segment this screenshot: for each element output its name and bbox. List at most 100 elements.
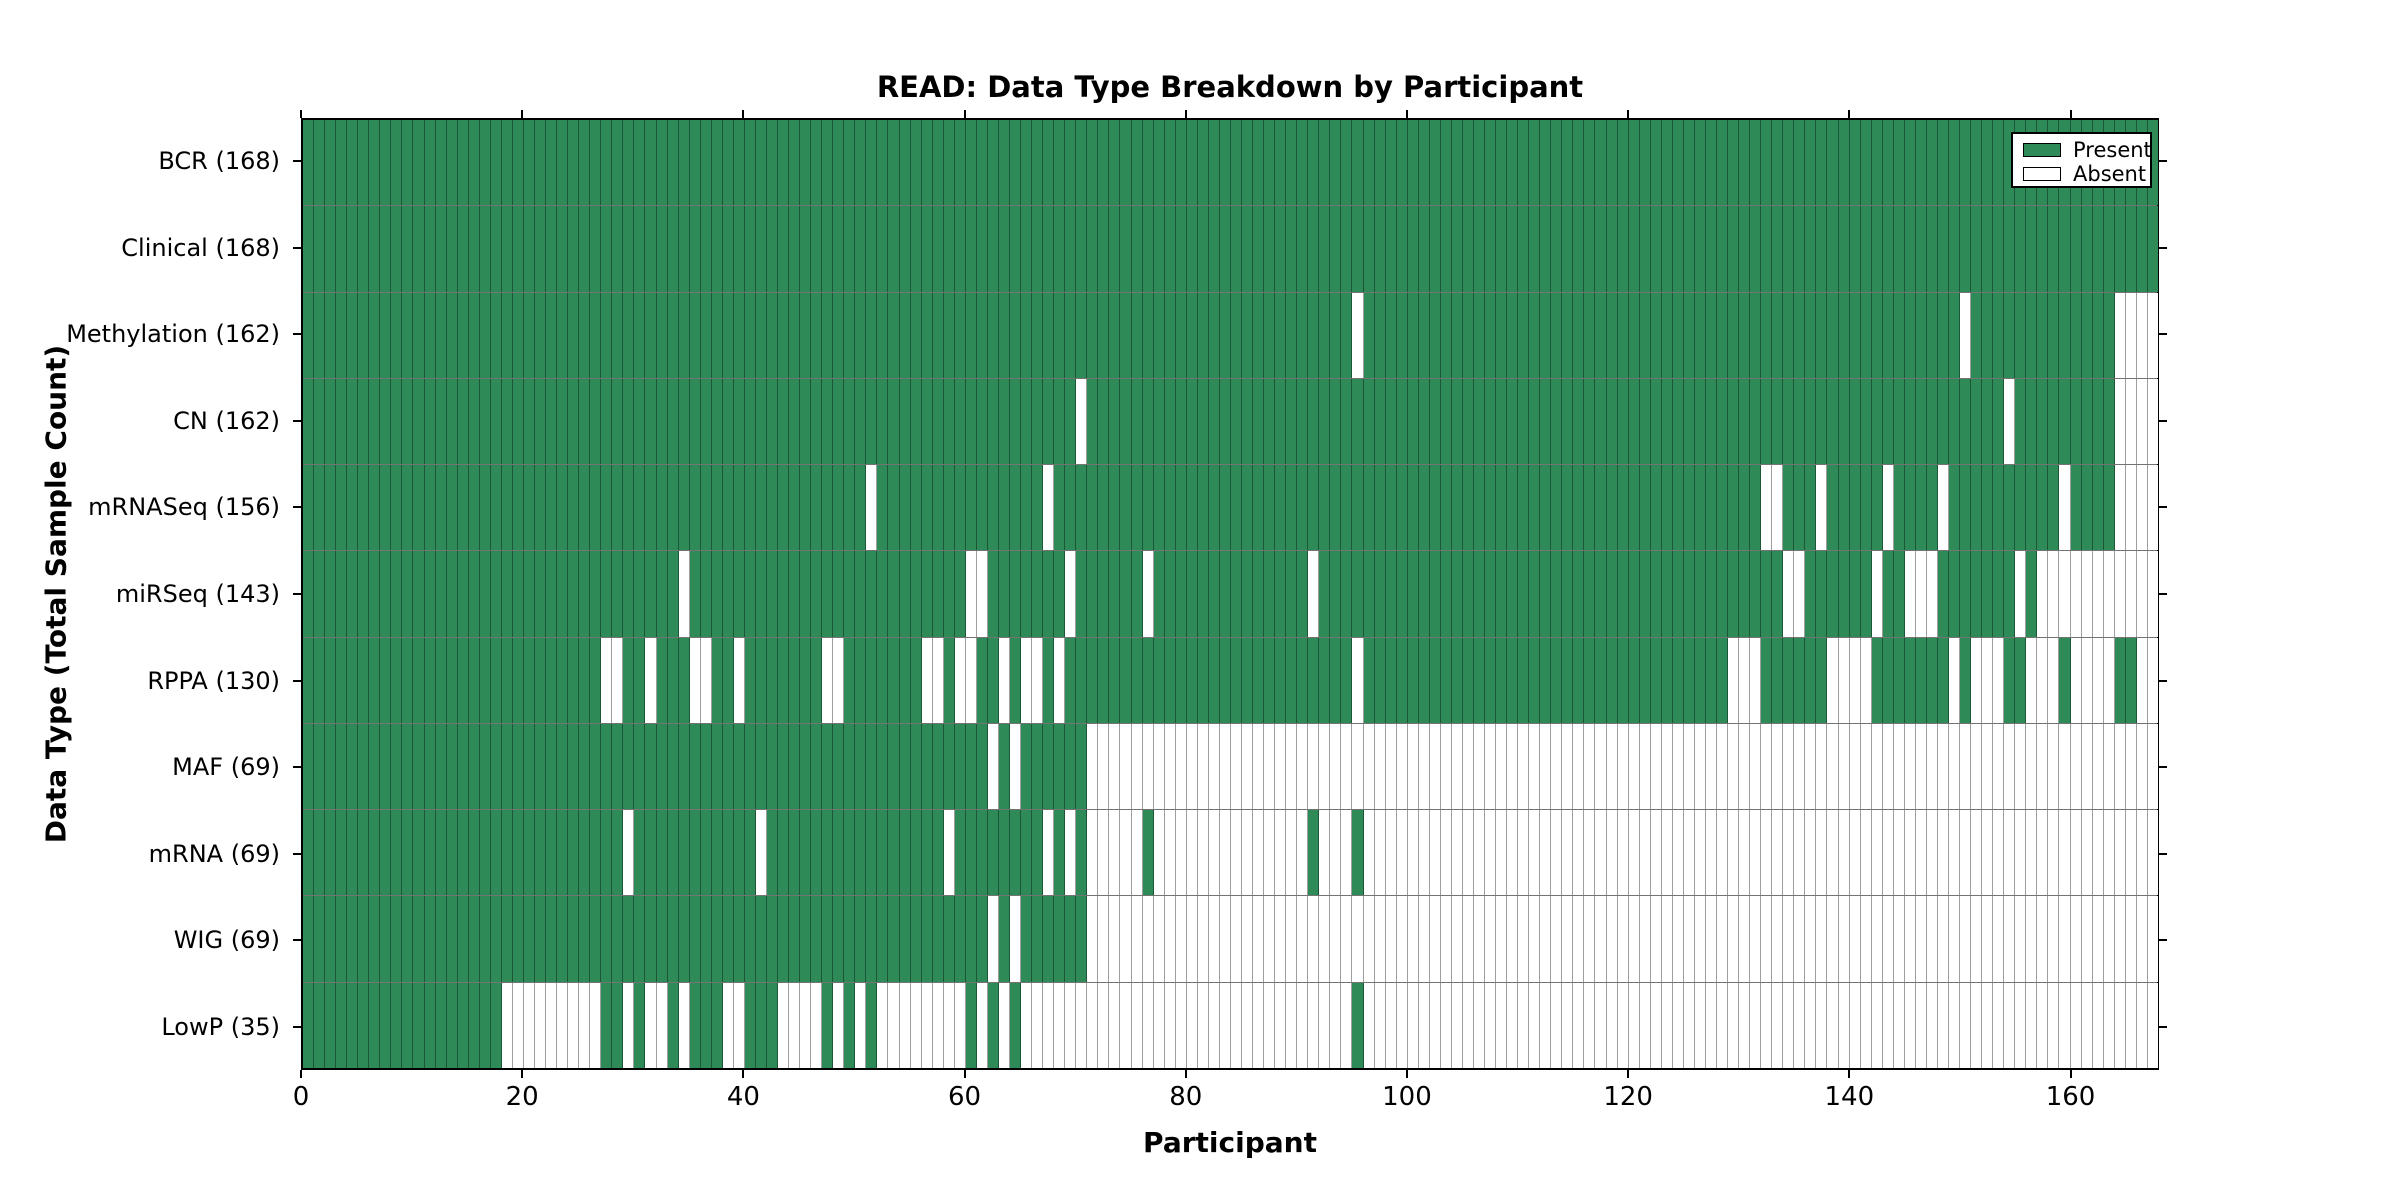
heatmap-cell <box>2026 292 2038 378</box>
heatmap-cell <box>1429 292 1441 378</box>
heatmap-cell <box>700 120 712 206</box>
heatmap-cell <box>1838 810 1850 896</box>
heatmap-cell <box>667 637 679 723</box>
heatmap-cell <box>1584 896 1596 982</box>
heatmap-cell <box>501 982 513 1068</box>
heatmap-cell <box>2026 982 2038 1068</box>
heatmap-cell <box>1219 206 1231 292</box>
heatmap-cell <box>424 637 436 723</box>
heatmap-cell <box>822 292 834 378</box>
heatmap-cell <box>1683 292 1695 378</box>
heatmap-cell <box>1396 982 1408 1068</box>
heatmap-cell <box>568 637 580 723</box>
heatmap-cell <box>523 206 535 292</box>
heatmap-cell <box>987 465 999 551</box>
heatmap-cell <box>1860 551 1872 637</box>
heatmap-cell <box>1860 292 1872 378</box>
heatmap-cell <box>2037 723 2049 810</box>
heatmap-cell <box>1186 378 1198 465</box>
tick-mark <box>2159 246 2167 249</box>
heatmap-cell <box>822 723 834 810</box>
heatmap-cell <box>1341 810 1353 896</box>
heatmap-cell <box>1065 896 1077 982</box>
heatmap-cell <box>490 982 502 1068</box>
heatmap-cell <box>623 810 635 896</box>
heatmap-cell <box>612 637 624 723</box>
heatmap-cell <box>347 896 359 982</box>
heatmap-cell <box>1153 378 1165 465</box>
heatmap-cell <box>1485 723 1497 810</box>
heatmap-cell <box>1838 465 1850 551</box>
heatmap-cell <box>2103 206 2115 292</box>
heatmap-cell <box>766 120 779 206</box>
heatmap-cell <box>1308 378 1320 465</box>
heatmap-cell <box>2037 206 2049 292</box>
heatmap-cell <box>888 378 900 465</box>
heatmap-cell <box>358 637 370 723</box>
heatmap-cell <box>1915 637 1927 723</box>
heatmap-cell <box>1507 982 1519 1068</box>
heatmap-cell <box>1462 292 1474 378</box>
heatmap-cell <box>1948 465 1961 551</box>
heatmap-cell <box>2114 723 2126 810</box>
heatmap-cell <box>1794 637 1806 723</box>
heatmap-cell <box>844 982 856 1068</box>
heatmap-cell <box>789 120 801 206</box>
heatmap-cell <box>1032 723 1044 810</box>
heatmap-cell <box>1385 206 1397 292</box>
heatmap-cell <box>1926 982 1938 1068</box>
heatmap-cell <box>634 896 646 982</box>
heatmap-cell <box>1849 465 1861 551</box>
heatmap-cell <box>1407 378 1419 465</box>
heatmap-cell <box>1705 982 1717 1068</box>
heatmap-cell <box>1871 292 1883 378</box>
heatmap-cell <box>987 982 999 1068</box>
heatmap-cell <box>811 551 823 637</box>
heatmap-cell <box>1264 896 1276 982</box>
heatmap-cell <box>413 206 425 292</box>
heatmap-cell <box>1065 292 1077 378</box>
heatmap-cell <box>1297 292 1309 378</box>
heatmap-cell <box>2103 551 2115 637</box>
heatmap-cell <box>1926 378 1938 465</box>
heatmap-cell <box>2015 637 2027 723</box>
row-label-mRNA: mRNA (69) <box>148 839 280 868</box>
x-tick-label: 0 <box>292 1082 310 1112</box>
heatmap-cell <box>811 206 823 292</box>
heatmap-cell <box>1551 982 1563 1068</box>
heatmap-cell <box>590 465 602 551</box>
heatmap-cell <box>1650 206 1662 292</box>
heatmap-cell <box>1584 292 1596 378</box>
heatmap-cell <box>1021 810 1033 896</box>
heatmap-cell <box>1485 637 1497 723</box>
heatmap-cell <box>1849 120 1861 206</box>
heatmap-cell <box>2114 982 2126 1068</box>
heatmap-cell <box>1308 206 1320 292</box>
heatmap-cell <box>1098 723 1110 810</box>
heatmap-cell <box>1683 637 1695 723</box>
heatmap-cell <box>1396 120 1408 206</box>
heatmap-cell <box>1451 810 1463 896</box>
heatmap-cell <box>822 637 834 723</box>
heatmap-cell <box>711 378 723 465</box>
heatmap-cell <box>1076 810 1088 896</box>
heatmap-cell <box>1783 292 1795 378</box>
heatmap-cell <box>1672 551 1684 637</box>
heatmap-cell <box>733 465 745 551</box>
heatmap-cell <box>998 206 1010 292</box>
heatmap-cell <box>1606 982 1618 1068</box>
heatmap-cell <box>1584 637 1596 723</box>
heatmap-cell <box>1993 982 2005 1068</box>
heatmap-cell <box>479 551 491 637</box>
heatmap-cell <box>667 982 679 1068</box>
heatmap-cell <box>1971 637 1983 723</box>
heatmap-cell <box>1584 465 1596 551</box>
heatmap-cell <box>1904 896 1916 982</box>
heatmap-cell <box>1507 723 1519 810</box>
heatmap-cell <box>778 723 790 810</box>
heatmap-cell <box>1352 465 1364 551</box>
heatmap-cell <box>2103 292 2115 378</box>
heatmap-cell <box>1164 378 1176 465</box>
heatmap-cell <box>446 982 458 1068</box>
legend-swatch-absent-icon <box>2023 167 2061 181</box>
